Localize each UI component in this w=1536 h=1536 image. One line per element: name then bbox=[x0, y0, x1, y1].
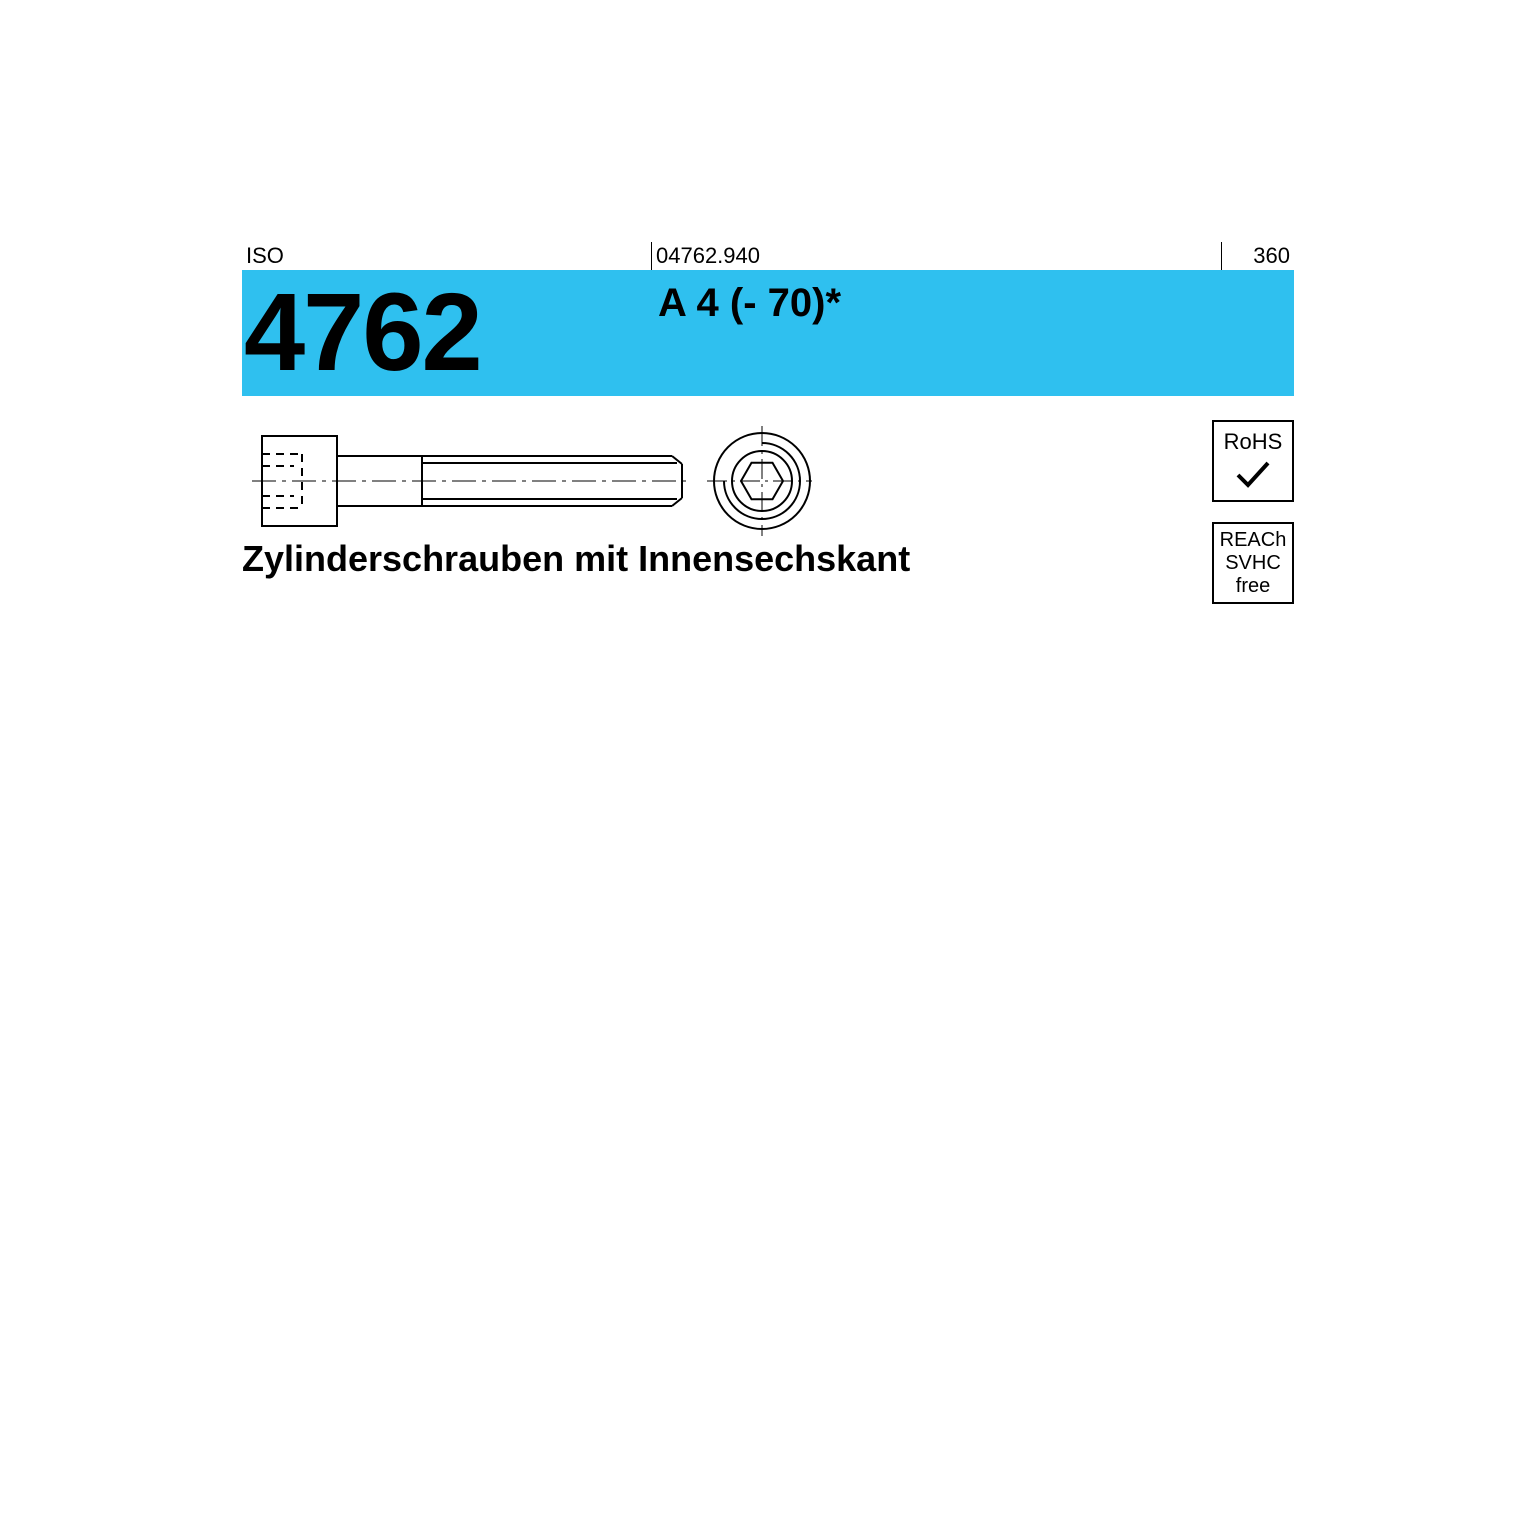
blue-band: 4762 A 4 (- 70)* bbox=[242, 270, 1294, 396]
material-grade: A 4 (- 70)* bbox=[652, 281, 841, 326]
reach-line2: SVHC bbox=[1225, 552, 1281, 575]
standard-number: 4762 bbox=[242, 278, 652, 388]
header-left: ISO bbox=[242, 242, 652, 270]
reach-badge: REACh SVHC free bbox=[1212, 522, 1294, 604]
rohs-badge: RoHS bbox=[1212, 420, 1294, 502]
reach-line3: free bbox=[1236, 575, 1270, 598]
header-right: 360 bbox=[1222, 242, 1294, 270]
header-mid: 04762.940 bbox=[652, 242, 1222, 270]
rohs-label: RoHS bbox=[1224, 431, 1283, 453]
drawing-area: Zylinderschrauben mit Innensechskant RoH… bbox=[242, 396, 1294, 656]
product-card: ISO 04762.940 360 4762 A 4 (- 70)* bbox=[242, 242, 1294, 1294]
product-description: Zylinderschrauben mit Innensechskant bbox=[242, 538, 1002, 580]
reach-line1: REACh bbox=[1220, 529, 1287, 552]
check-icon bbox=[1233, 457, 1273, 491]
header-row: ISO 04762.940 360 bbox=[242, 242, 1294, 270]
screw-drawing-icon bbox=[252, 426, 812, 536]
